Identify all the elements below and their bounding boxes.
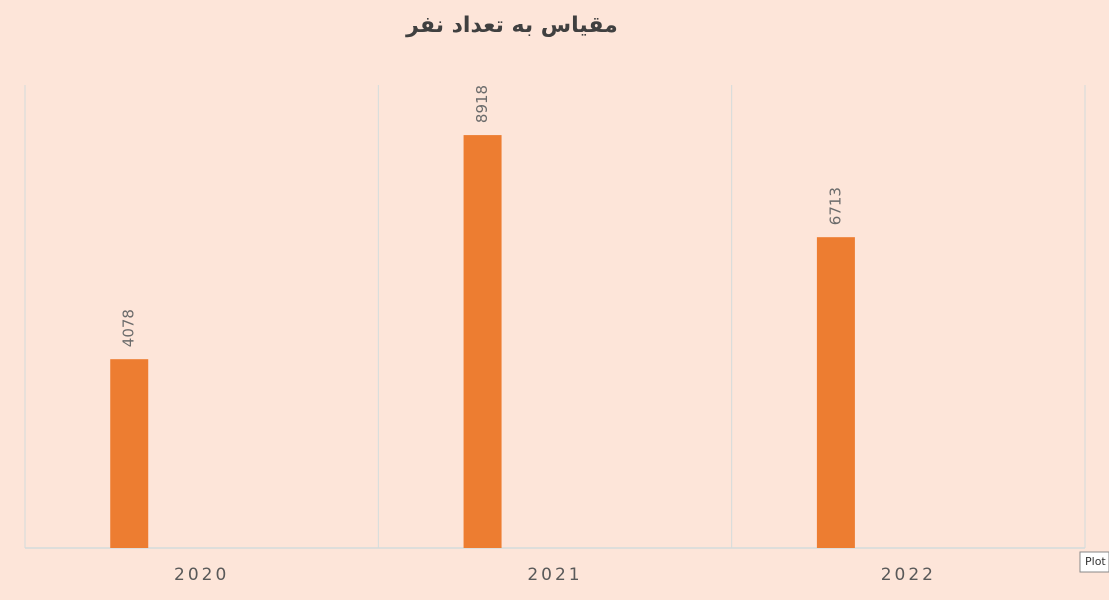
data-label: 8918: [473, 85, 491, 123]
x-tick-label: 2021: [527, 565, 582, 585]
bar: [816, 237, 855, 548]
tooltip-box: [1079, 551, 1109, 573]
x-tick-label: 2020: [174, 565, 229, 585]
chart-title: مقياس به تعداد نفر: [405, 13, 618, 38]
data-label: 4078: [120, 309, 138, 347]
bar: [110, 359, 149, 548]
data-label: 6713: [826, 187, 844, 225]
bar: [463, 135, 502, 548]
x-tick-label: 2022: [881, 565, 936, 585]
tooltip: Plot: [1085, 555, 1106, 568]
